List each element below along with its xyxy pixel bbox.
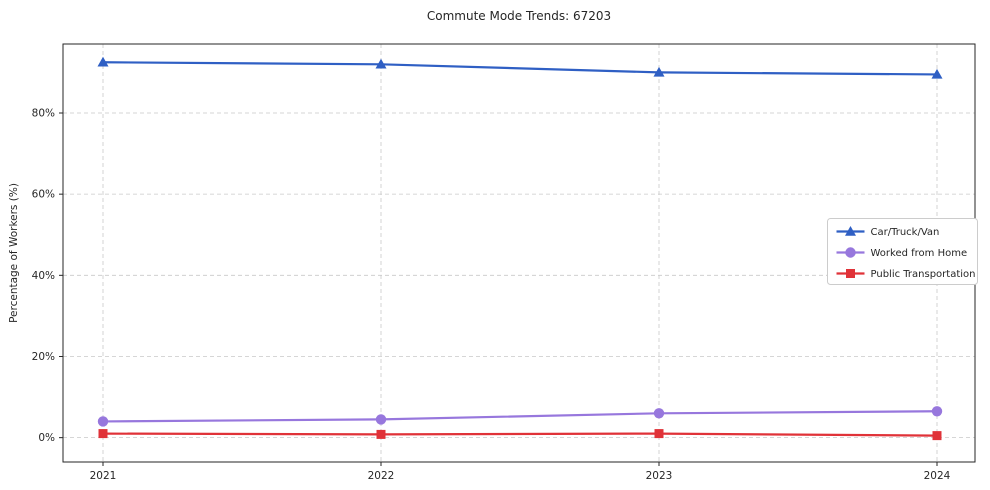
chart-title: Commute Mode Trends: 67203 (426, 9, 612, 23)
gridlines (63, 44, 975, 462)
circle-marker (375, 414, 387, 425)
series-car-truck-van (97, 56, 943, 79)
y-tick-label: 80% (32, 107, 55, 119)
axis-ticks: 0% 20% 40% 60% 80% 2021 2022 2023 2024 (32, 107, 951, 482)
y-tick-label: 20% (32, 351, 55, 363)
triangle-marker (653, 66, 665, 77)
circle-marker (845, 247, 856, 258)
series-public-transportation (98, 429, 942, 441)
y-tick-label: 60% (32, 189, 55, 201)
legend-item: Public Transportation (836, 269, 976, 280)
y-tick-label: 0% (38, 432, 55, 444)
x-tick-label: 2023 (646, 470, 673, 482)
series-line (102, 61, 938, 76)
triangle-marker (97, 56, 109, 67)
series-worked-from-home (97, 406, 943, 427)
triangle-marker (845, 226, 856, 236)
circle-marker (931, 406, 943, 417)
circle-marker (653, 408, 665, 419)
legend-label: Car/Truck/Van (871, 227, 940, 238)
series-line (102, 410, 938, 423)
x-tick-label: 2022 (368, 470, 395, 482)
x-tick-label: 2024 (924, 470, 951, 482)
legend-item: Worked from Home (836, 247, 968, 259)
series-line (102, 432, 938, 437)
circle-marker (97, 416, 109, 427)
square-marker (376, 429, 386, 439)
legend-label: Public Transportation (871, 269, 976, 280)
x-tick-label: 2021 (90, 470, 117, 482)
square-marker (654, 429, 664, 439)
legend-item: Car/Truck/Van (836, 226, 940, 238)
triangle-marker (931, 68, 943, 79)
square-marker (932, 431, 942, 441)
y-tick-label: 40% (32, 270, 55, 282)
square-marker (846, 269, 855, 278)
legend: Car/Truck/Van Worked from Home Public Tran… (827, 218, 978, 285)
triangle-marker (375, 58, 387, 69)
legend-label: Worked from Home (871, 248, 968, 259)
square-marker (98, 429, 108, 439)
legend-box (827, 218, 978, 285)
